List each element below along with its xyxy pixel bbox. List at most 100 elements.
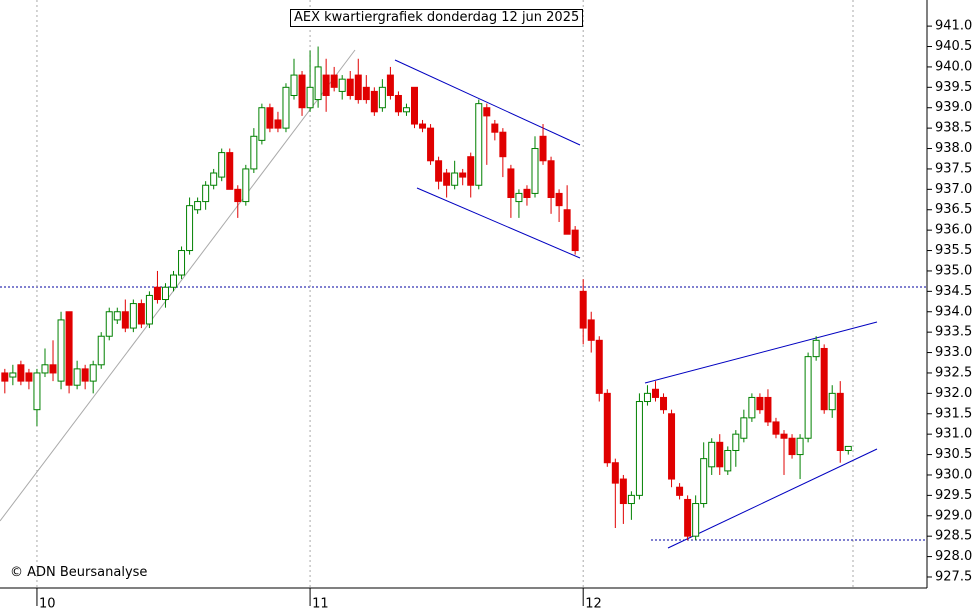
candle-body — [716, 441, 724, 468]
candle-body — [483, 107, 491, 117]
candle-body — [844, 445, 852, 451]
candle-body — [692, 503, 700, 537]
y-tick-label: 937.0 — [935, 182, 972, 197]
candle-body — [145, 294, 153, 325]
y-tick-label: 938.0 — [935, 141, 972, 156]
candle-body — [258, 107, 266, 141]
candle-body — [499, 131, 507, 158]
candle-body — [129, 303, 137, 329]
y-tick-label: 931.5 — [935, 406, 972, 421]
y-tick-label: 931.0 — [935, 427, 972, 442]
candle-body — [282, 86, 290, 129]
candle-body — [491, 123, 499, 133]
candle-body — [459, 172, 467, 178]
candle-body — [386, 74, 394, 96]
candle-body — [539, 135, 547, 162]
candle-body — [523, 188, 531, 198]
candle-body — [218, 152, 226, 178]
candle-body — [242, 168, 250, 203]
candle-body — [547, 160, 555, 198]
candle-body — [812, 339, 820, 358]
candle-body — [9, 372, 17, 378]
candle-body — [772, 421, 780, 435]
x-tick-label: 12 — [585, 597, 602, 611]
candle-body — [234, 188, 242, 203]
candle-body — [322, 74, 330, 96]
candle-body — [740, 417, 748, 439]
candle-body — [587, 319, 595, 341]
candle-body — [378, 86, 386, 109]
y-tick-label: 928.0 — [935, 549, 972, 564]
y-tick-label: 930.0 — [935, 467, 972, 482]
y-tick-label: 933.5 — [935, 325, 972, 340]
y-tick-label: 936.5 — [935, 202, 972, 217]
trend-line — [667, 448, 878, 549]
candle-body — [354, 74, 362, 101]
candle-body — [346, 78, 354, 96]
candle-body — [756, 396, 764, 411]
candle-body — [186, 205, 194, 252]
candle-body — [153, 286, 161, 301]
candle-body — [49, 364, 57, 374]
candle-body — [788, 437, 796, 456]
candle-body — [161, 286, 169, 301]
candle-body — [314, 66, 322, 101]
candle-body — [194, 201, 202, 211]
candle-body — [410, 86, 418, 125]
candle-body — [571, 229, 579, 252]
candle-body — [796, 437, 804, 456]
candle-body — [298, 74, 306, 109]
trend-line — [416, 187, 581, 259]
y-tick-label: 934.0 — [935, 304, 972, 319]
candle-body — [555, 192, 563, 207]
candle-body — [475, 103, 483, 186]
candle-body — [515, 192, 523, 203]
candle-body — [65, 311, 73, 386]
candle-body — [651, 388, 659, 398]
candle-body — [1, 372, 9, 382]
y-tick-label: 935.0 — [935, 263, 972, 278]
candle-body — [89, 364, 97, 382]
trend-line — [394, 59, 581, 146]
candle-body — [611, 462, 619, 484]
candle-body — [73, 368, 81, 386]
y-tick-label: 938.5 — [935, 121, 972, 136]
candle-body — [507, 168, 515, 198]
x-tick-label: 11 — [312, 597, 329, 611]
candle-body — [33, 372, 41, 411]
y-tick-label: 928.5 — [935, 529, 972, 544]
y-tick-label: 929.5 — [935, 488, 972, 503]
y-tick-label: 941.0 — [935, 19, 972, 34]
candle-body — [451, 172, 459, 186]
candle-body — [170, 274, 178, 288]
candle-body — [274, 119, 282, 129]
y-tick-label: 932.5 — [935, 365, 972, 380]
candle-body — [57, 319, 65, 382]
candle-body — [804, 356, 812, 439]
y-tick-label: 940.0 — [935, 59, 972, 74]
candle-body — [419, 123, 427, 129]
trend-line — [644, 321, 878, 384]
candle-body — [619, 478, 627, 505]
candle-body — [362, 86, 370, 101]
candle-body — [443, 172, 451, 186]
candle-body — [370, 90, 378, 113]
candle-body — [250, 135, 258, 170]
candle-body — [330, 74, 338, 88]
candle-body — [402, 107, 410, 113]
y-tick-label: 933.0 — [935, 345, 972, 360]
candle-body — [113, 311, 121, 321]
candle-body — [643, 392, 651, 403]
candle-body — [684, 498, 692, 537]
candle-body — [668, 413, 676, 480]
candle-body — [210, 172, 218, 186]
y-tick-label: 937.5 — [935, 161, 972, 176]
y-tick-label: 930.5 — [935, 447, 972, 462]
candle-body — [635, 401, 643, 496]
candle-body — [563, 209, 571, 235]
candle-body — [820, 347, 828, 411]
candle-body — [105, 311, 113, 337]
trend-line — [0, 49, 356, 522]
